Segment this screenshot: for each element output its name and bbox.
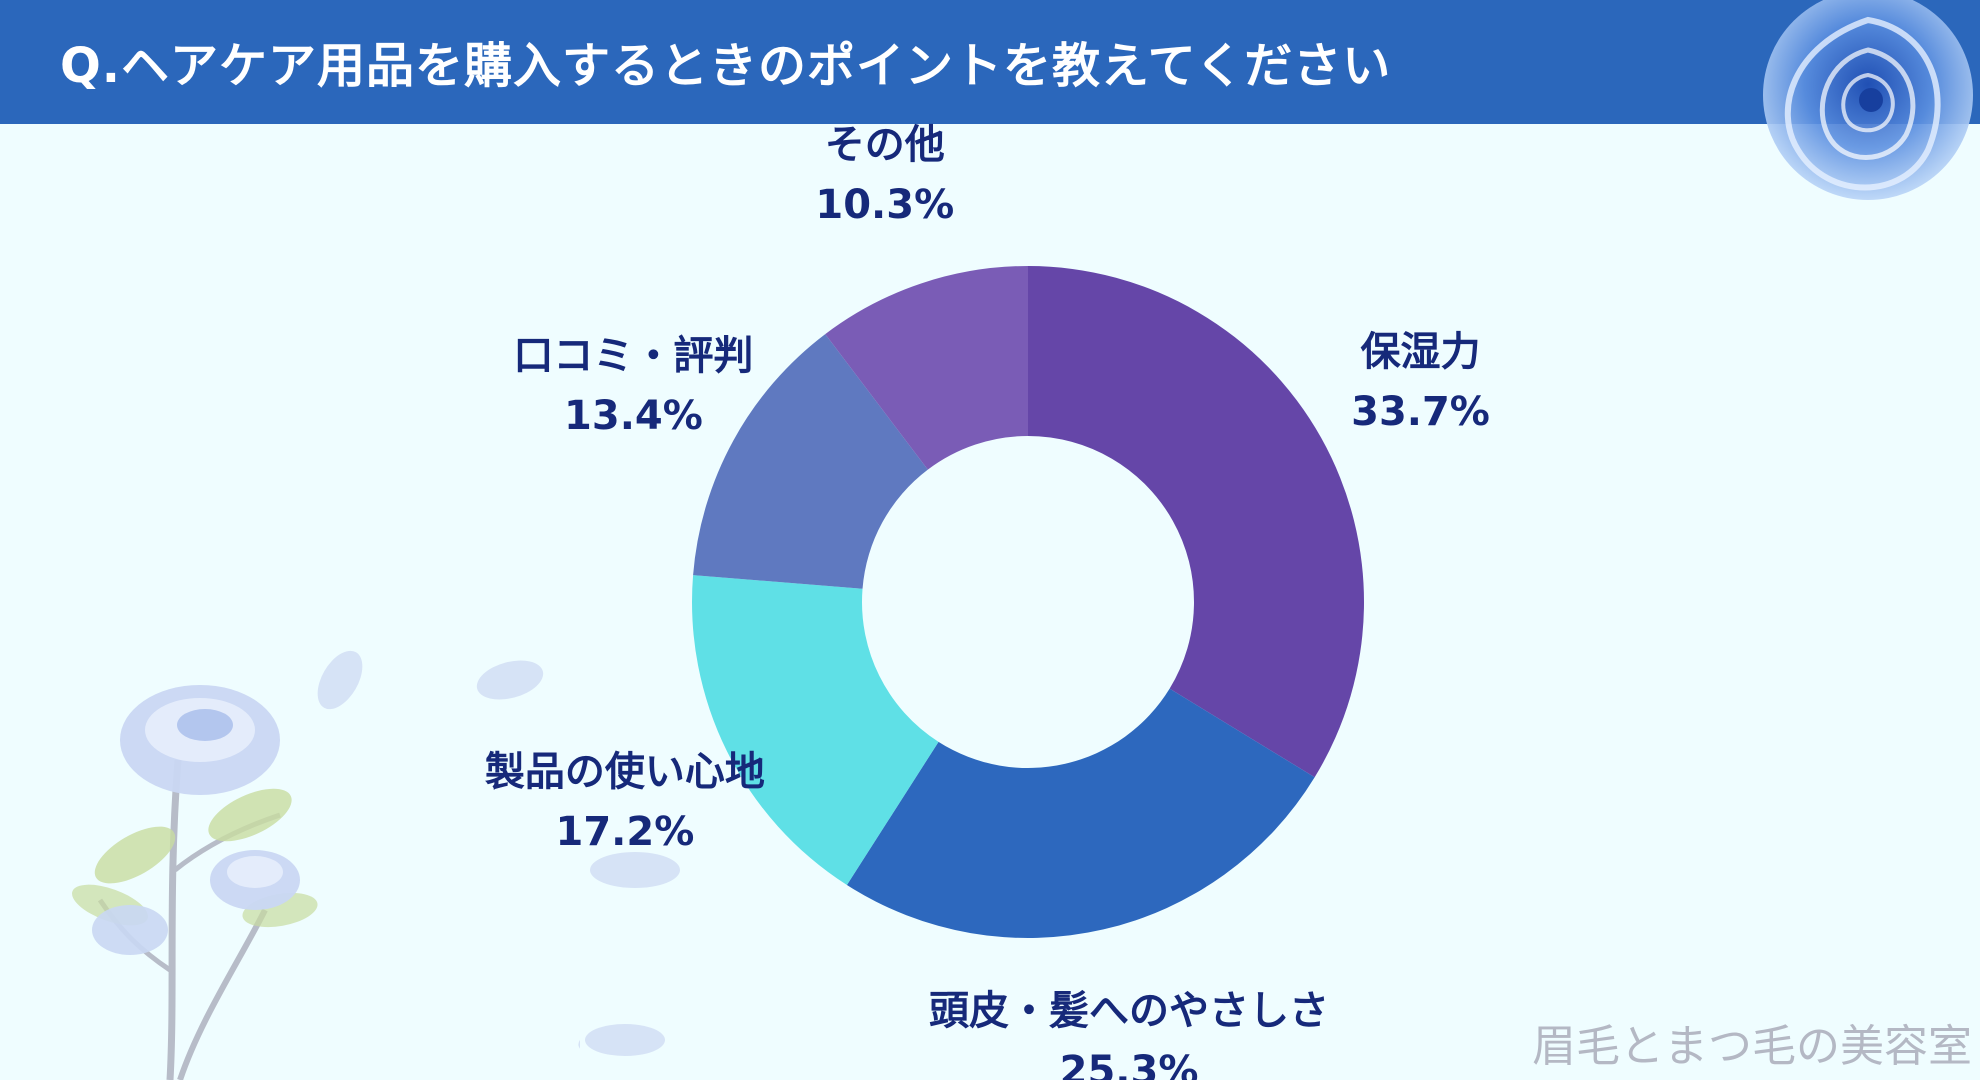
slice-value-0: 33.7% (1351, 388, 1490, 435)
slice-value-2: 17.2% (555, 809, 695, 856)
petal-icon (590, 852, 680, 888)
page-title: Q.ヘアケア用品を購入するときのポイントを教えてください (60, 38, 1392, 94)
slice-label-1: 頭皮・髪へのやさしさ 25.3% (929, 981, 1329, 1080)
rose-branch-icon (72, 685, 318, 1080)
petal-icon (585, 1024, 665, 1056)
slice-label-4: その他 10.3% (815, 115, 954, 235)
slice-name-0: 保湿力 (1360, 328, 1481, 375)
donut-slice-4 (825, 266, 1028, 470)
slice-label-3: 口コミ・評判 13.4% (513, 326, 753, 446)
donut-slice-2 (692, 575, 939, 886)
donut-slice-0 (1028, 266, 1364, 778)
slice-value-1: 25.3% (1059, 1047, 1199, 1080)
slice-name-4: その他 (824, 122, 945, 169)
slice-label-0: 保湿力 33.7% (1351, 322, 1490, 442)
slice-value-3: 13.4% (564, 392, 703, 439)
donut-slice-3 (693, 334, 928, 589)
slice-name-1: 頭皮・髪へのやさしさ (929, 987, 1330, 1034)
blue-rose-icon (1763, 0, 1973, 200)
donut-slice-1 (846, 688, 1315, 939)
header-bar: Q.ヘアケア用品を購入するときのポイントを教えてください (0, 0, 1980, 124)
slice-label-2: 製品の使い心地 17.2% (485, 742, 765, 862)
watermark: 眉毛とまつ毛の美容室 (1532, 1021, 1972, 1072)
slice-value-4: 10.3% (815, 182, 955, 229)
slice-name-2: 製品の使い心地 (484, 749, 765, 796)
slice-name-3: 口コミ・評判 (513, 332, 754, 379)
petal-icon (317, 650, 580, 1055)
